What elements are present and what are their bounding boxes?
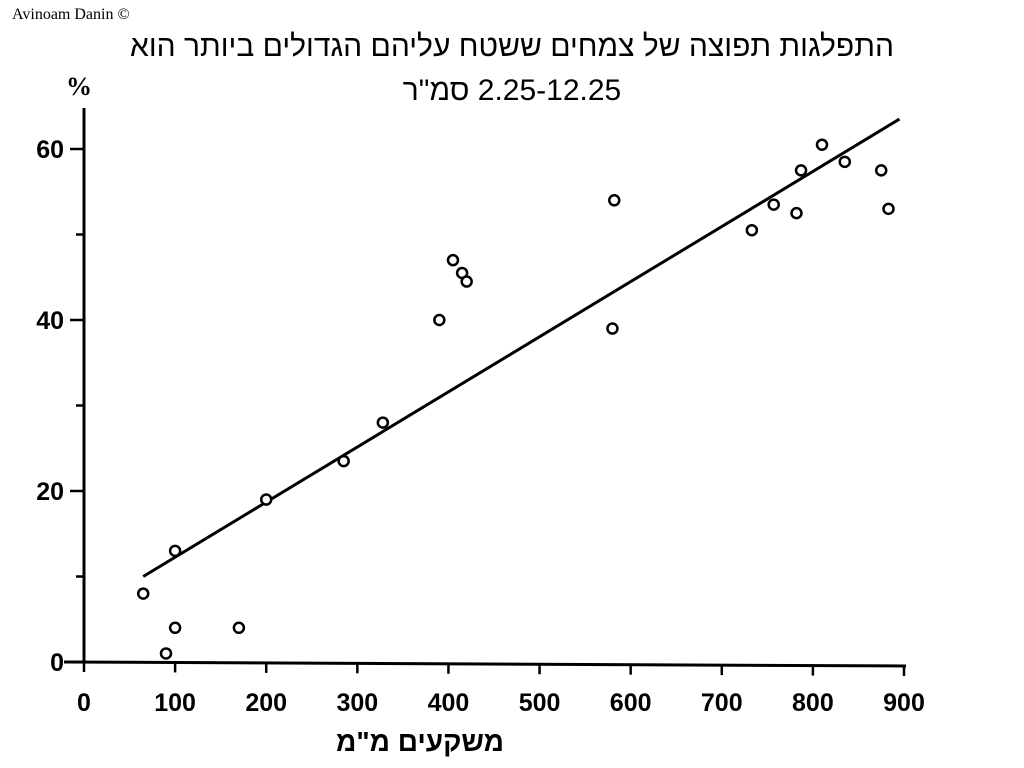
x-tick-label: 600 <box>610 689 652 717</box>
data-point <box>136 587 150 600</box>
axes <box>63 108 907 668</box>
x-tick-label: 400 <box>428 689 470 717</box>
x-ticks: 0 100 200 300 400 500 600 700 800 900 <box>77 662 925 717</box>
data-point <box>460 275 473 288</box>
data-point <box>168 621 182 635</box>
data-point <box>433 313 446 327</box>
data-point <box>882 202 895 216</box>
data-point <box>606 322 619 335</box>
data-point <box>608 194 621 207</box>
x-axis-line <box>63 660 907 668</box>
data-point <box>815 138 829 151</box>
data-point <box>790 206 803 220</box>
data-point <box>745 223 759 237</box>
chart-title-line-1: התפלגות תפוצה של צמחים ששטח עליהם הגדולי… <box>130 30 894 63</box>
data-point <box>376 416 390 429</box>
y-ticks: 0 20 40 60 <box>36 136 84 677</box>
data-point <box>337 454 350 468</box>
data-point <box>168 544 182 558</box>
y-axis-label: % <box>66 72 92 101</box>
x-tick-label: 100 <box>154 689 196 717</box>
trend-line <box>142 117 901 578</box>
y-tick-label: 20 <box>36 478 64 506</box>
chart-title-line-2: 2.25-12.25 סמ"ר <box>402 74 622 107</box>
x-tick-label: 300 <box>336 689 378 717</box>
data-point <box>446 253 460 267</box>
data-point <box>794 164 808 177</box>
data-point <box>767 198 780 211</box>
x-axis-label: משקעים מ"מ <box>336 726 504 757</box>
x-tick-label: 0 <box>77 689 91 717</box>
x-tick-label: 200 <box>245 689 287 717</box>
data-points <box>136 138 895 660</box>
x-tick-label: 800 <box>792 689 834 717</box>
y-tick-label: 60 <box>36 136 64 164</box>
y-tick-label: 40 <box>36 307 64 335</box>
author-credit: Avinoam Danin © <box>12 6 130 23</box>
data-point <box>874 164 888 177</box>
y-tick-label: 0 <box>50 649 64 677</box>
data-point <box>259 493 273 506</box>
x-tick-label: 700 <box>701 689 743 717</box>
data-point <box>159 647 173 660</box>
data-point <box>838 155 852 169</box>
x-tick-label: 900 <box>883 689 925 717</box>
x-tick-label: 500 <box>519 689 561 717</box>
trend-line-group <box>142 117 901 578</box>
data-point <box>232 621 246 635</box>
